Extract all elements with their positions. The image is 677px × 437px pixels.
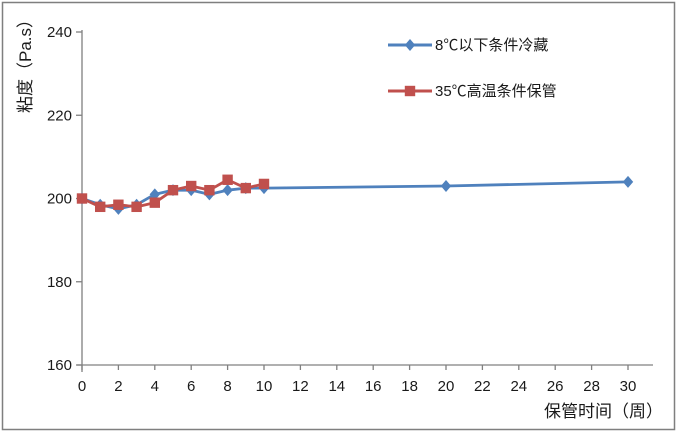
data-point xyxy=(222,174,233,185)
x-tick-label: 18 xyxy=(401,378,418,395)
x-tick-label: 16 xyxy=(365,378,382,395)
data-point xyxy=(240,182,251,194)
x-tick-label: 26 xyxy=(547,378,564,395)
data-point xyxy=(149,188,160,201)
y-tick-label: 160 xyxy=(47,357,72,374)
x-tick-label: 4 xyxy=(151,378,159,395)
x-tick-label: 10 xyxy=(256,378,273,395)
x-tick-label: 24 xyxy=(510,378,527,395)
x-tick-label: 30 xyxy=(620,378,637,395)
x-tick-label: 2 xyxy=(114,378,122,395)
x-tick-label: 28 xyxy=(583,378,600,395)
data-point xyxy=(131,201,142,213)
data-point xyxy=(167,184,179,196)
x-tick-label: 22 xyxy=(474,378,491,395)
data-point xyxy=(222,184,233,197)
data-point xyxy=(149,197,160,208)
legend-label-hot-storage: 35℃高温条件保管 xyxy=(435,83,557,100)
data-point xyxy=(113,199,124,210)
data-point xyxy=(76,193,88,204)
axes xyxy=(77,30,653,372)
y-tick-label: 240 xyxy=(47,24,72,41)
legend-diamond-icon xyxy=(404,39,416,51)
x-tick-label: 8 xyxy=(223,378,231,395)
y-axis-title: 粘度（Pa.s） xyxy=(16,11,35,113)
x-tick-label: 12 xyxy=(292,378,309,395)
data-point xyxy=(95,201,106,213)
legend-label-cold-storage: 8℃以下条件冷藏 xyxy=(435,37,548,54)
x-tick-label: 20 xyxy=(438,378,455,395)
data-point xyxy=(622,175,634,188)
y-tick-label: 220 xyxy=(47,107,72,124)
data-point xyxy=(186,180,197,192)
x-axis-title: 保管时间（周） xyxy=(544,402,663,421)
legend xyxy=(388,39,432,97)
legend-square-icon xyxy=(404,85,416,97)
series-group xyxy=(76,174,634,215)
y-tick-label: 200 xyxy=(47,191,72,208)
x-tick-label: 0 xyxy=(78,378,86,395)
x-tick-label: 6 xyxy=(187,378,195,395)
data-point xyxy=(204,184,215,196)
data-point xyxy=(440,180,452,193)
data-point xyxy=(258,178,270,190)
x-tick-label: 14 xyxy=(328,378,345,395)
y-tick-label: 180 xyxy=(47,274,72,291)
